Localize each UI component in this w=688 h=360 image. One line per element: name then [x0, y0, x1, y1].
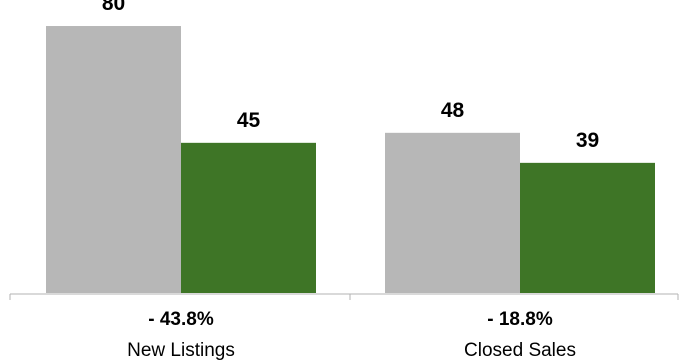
bar-closed-sales-series-2: [520, 162, 655, 293]
category-label-new-listings: New Listings: [127, 340, 235, 360]
bar-closed-sales-series-1: [385, 132, 520, 293]
value-label-new-listings-series-1: 80: [102, 0, 125, 15]
bar-new-listings-series-1: [46, 26, 181, 294]
value-label-closed-sales-series-2: 39: [576, 129, 599, 152]
bar-new-listings-series-2: [181, 142, 316, 293]
value-label-closed-sales-series-1: 48: [441, 99, 465, 122]
change-label-new-listings: - 43.8%: [148, 309, 214, 330]
category-label-closed-sales: Closed Sales: [464, 340, 576, 360]
bars-layer: [46, 26, 655, 294]
x-axis: [9, 293, 679, 300]
labels-layer: 80 45 - 43.8% New Listings 48 39 - 18.8% Closed…: [102, 0, 599, 360]
change-label-closed-sales: - 18.8%: [487, 309, 553, 330]
value-label-new-listings-series-2: 45: [237, 109, 261, 132]
